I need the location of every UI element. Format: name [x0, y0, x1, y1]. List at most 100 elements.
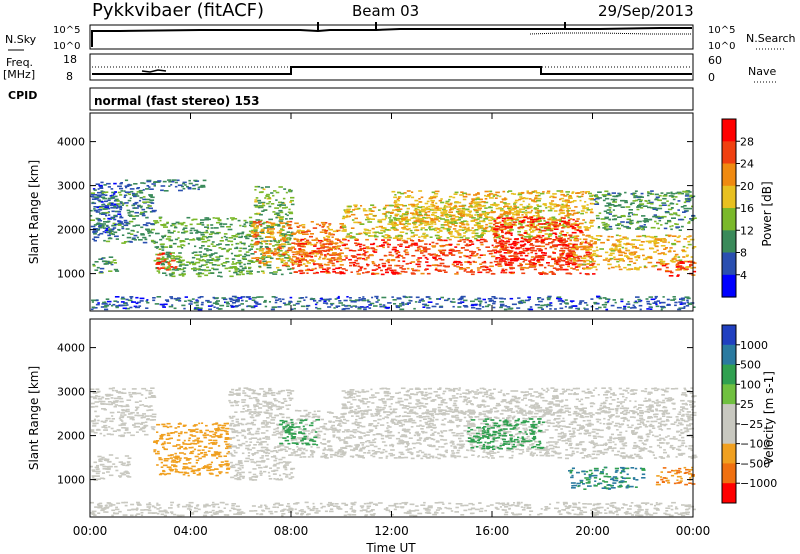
- range-cell: [464, 208, 469, 211]
- range-cell: [657, 268, 662, 270]
- range-cell: [388, 254, 393, 256]
- range-cell: [468, 206, 471, 208]
- range-cell: [114, 206, 119, 209]
- range-cell: [150, 395, 156, 397]
- range-cell: [338, 302, 343, 304]
- date-title: 29/Sep/2013: [598, 2, 694, 20]
- range-cell: [281, 245, 286, 248]
- range-cell: [463, 299, 468, 302]
- range-cell: [393, 269, 397, 272]
- range-cell: [633, 251, 638, 253]
- range-cell: [94, 236, 100, 239]
- range-cell: [248, 230, 251, 233]
- nsky-tick-high: 10^5: [53, 25, 80, 36]
- range-cell: [326, 267, 331, 269]
- range-cell: [668, 235, 671, 238]
- range-cell: [198, 268, 201, 270]
- range-cell: [626, 256, 630, 258]
- range-cell: [413, 220, 418, 223]
- range-cell: [385, 217, 388, 219]
- range-cell: [274, 296, 278, 299]
- range-cell: [204, 218, 210, 221]
- range-cell: [572, 245, 576, 247]
- range-cell: [459, 226, 462, 228]
- range-cell: [105, 403, 111, 405]
- range-cell: [156, 257, 161, 259]
- range-cell: [614, 301, 617, 304]
- range-cell: [559, 220, 562, 223]
- range-cell: [535, 192, 541, 194]
- cpid-panel: [89, 87, 694, 111]
- range-cell: [181, 185, 184, 188]
- range-cell: [345, 236, 350, 238]
- range-cell: [462, 195, 468, 198]
- range-cell: [467, 226, 470, 229]
- range-cell: [495, 258, 498, 260]
- range-cell: [95, 299, 99, 302]
- range-cell: [595, 255, 599, 258]
- range-cell: [410, 272, 415, 274]
- colorbar-segment: [722, 163, 736, 187]
- range-cell: [391, 221, 396, 224]
- range-cell: [260, 219, 263, 222]
- range-cell: [117, 200, 120, 202]
- range-cell: [418, 214, 424, 217]
- range-cell: [564, 302, 569, 304]
- range-cell: [410, 239, 413, 242]
- range-cell: [326, 246, 331, 249]
- range-cell: [558, 268, 562, 270]
- range-cell: [647, 261, 653, 264]
- range-cell: [543, 220, 546, 222]
- range-cell: [519, 267, 523, 269]
- range-cell: [673, 298, 677, 300]
- range-cell: [119, 182, 123, 185]
- velocity-marks: [89, 319, 698, 517]
- range-cell: [247, 233, 250, 236]
- range-cell: [682, 190, 685, 193]
- range-cell: [250, 243, 254, 246]
- range-cell: [574, 243, 578, 246]
- range-cell: [551, 219, 556, 222]
- range-cell: [636, 208, 640, 211]
- range-cell: [537, 235, 541, 238]
- range-cell: [121, 242, 126, 244]
- range-cell: [421, 239, 424, 242]
- range-cell: [156, 267, 160, 269]
- range-cell: [104, 303, 108, 305]
- range-cell: [219, 240, 224, 242]
- range-cell: [594, 238, 598, 240]
- range-cell: [412, 269, 417, 272]
- range-cell: [125, 228, 130, 230]
- range-cell: [256, 240, 260, 243]
- range-cell: [363, 231, 367, 234]
- range-cell: [559, 236, 563, 239]
- range-cell: [470, 206, 474, 208]
- range-cell: [607, 224, 610, 226]
- range-cell: [444, 254, 449, 256]
- range-cell: [279, 247, 282, 250]
- range-cell: [147, 205, 152, 207]
- range-cell: [403, 225, 409, 228]
- range-cell: [575, 269, 579, 271]
- range-cell: [422, 249, 428, 251]
- range-cell: [231, 295, 237, 298]
- range-cell: [300, 240, 303, 242]
- range-cell: [237, 259, 242, 262]
- y-tick-label: 4000: [57, 136, 85, 149]
- range-cell: [246, 305, 249, 308]
- range-cell: [283, 233, 288, 235]
- range-cell: [399, 303, 404, 305]
- range-cell: [180, 223, 184, 226]
- range-cell: [456, 231, 460, 234]
- range-cell: [590, 225, 594, 227]
- range-cell: [476, 222, 481, 225]
- range-cell: [318, 240, 323, 242]
- range-cell: [161, 256, 165, 258]
- range-cell: [541, 308, 544, 310]
- range-cell: [219, 255, 224, 257]
- range-cell: [567, 265, 570, 268]
- range-cell: [332, 254, 336, 256]
- range-cell: [434, 259, 438, 261]
- range-cell: [676, 240, 681, 243]
- range-cell: [548, 242, 554, 244]
